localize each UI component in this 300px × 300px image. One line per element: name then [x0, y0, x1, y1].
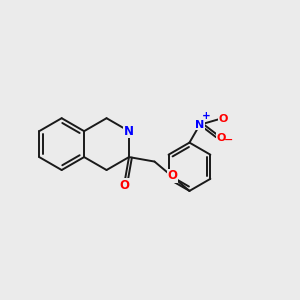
- Text: N: N: [124, 125, 134, 138]
- Text: O: O: [167, 169, 177, 182]
- Text: O: O: [217, 133, 226, 143]
- Text: O: O: [120, 179, 130, 192]
- Text: O: O: [219, 114, 228, 124]
- Text: +: +: [202, 111, 211, 121]
- Text: N: N: [195, 120, 204, 130]
- Text: −: −: [224, 134, 233, 145]
